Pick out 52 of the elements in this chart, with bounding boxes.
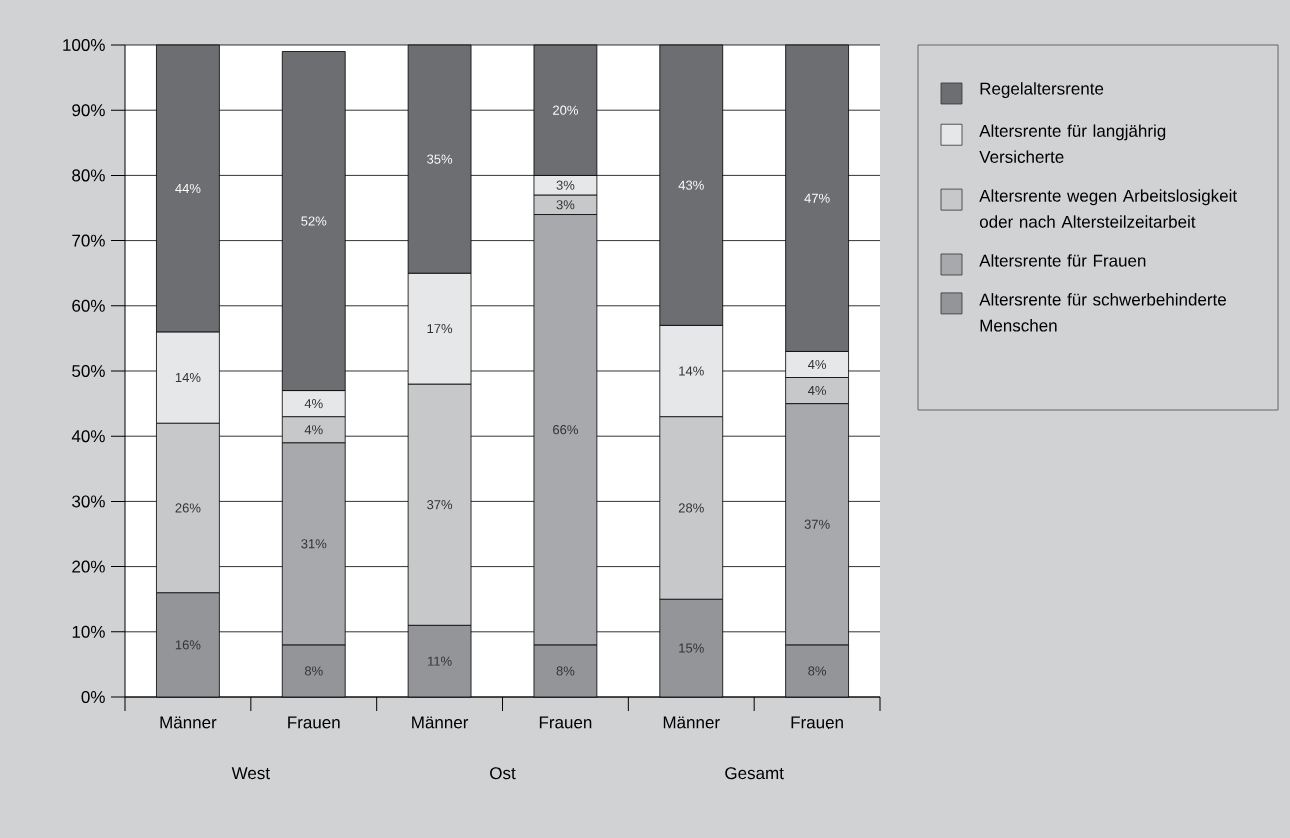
legend-label: Altersrente wegen Arbeitslosigkeit oder nach Altersteilzeitarbeit — [979, 189, 1237, 228]
x-tick-label: Frauen — [791, 716, 843, 729]
data-label: 43% — [678, 180, 704, 190]
data-label: 4% — [808, 386, 827, 396]
data-label: 31% — [301, 539, 327, 549]
legend-label: Altersrente für langjährig Versicherte — [979, 124, 1166, 163]
data-label: 11% — [428, 656, 452, 666]
x-tick-label: Männer — [160, 716, 217, 729]
x-tick-label: Frauen — [539, 716, 592, 729]
legend-label: Altersrente für Frauen — [979, 254, 1146, 267]
data-label: 4% — [304, 425, 323, 435]
legend-label: Regelaltersrente — [980, 82, 1104, 99]
x-tick-label: Männer — [663, 716, 720, 729]
y-tick-label: 80% — [72, 169, 105, 182]
data-label: 17% — [427, 324, 453, 334]
data-label: 35% — [427, 154, 453, 164]
y-tick-label: 40% — [71, 430, 105, 443]
text: West — [231, 767, 270, 780]
data-label: 14% — [679, 366, 704, 376]
x-tick-label: Männer — [412, 716, 469, 729]
data-label: 37% — [427, 500, 453, 510]
y-tick-label: 100% — [63, 38, 105, 52]
legend-label: Altersrente für schwerbehinderte Menschen — [979, 293, 1226, 332]
y-tick-label: 90% — [72, 104, 105, 117]
data-label: 8% — [808, 666, 827, 676]
y-tick-label: 10% — [72, 625, 105, 638]
data-label: 16% — [175, 640, 201, 650]
data-label: 66% — [553, 425, 578, 435]
data-label: 28% — [678, 503, 704, 513]
text: Gesamt — [725, 767, 784, 780]
data-label: 14% — [175, 372, 201, 383]
y-tick-label: 0% — [81, 690, 105, 704]
data-label: 47% — [804, 193, 830, 203]
data-label: 4% — [304, 399, 323, 409]
data-label: 44% — [175, 183, 201, 193]
data-label: 3% — [556, 180, 575, 190]
data-label: 26% — [175, 503, 201, 513]
x-tick-label: Frauen — [288, 716, 340, 729]
data-label: 4% — [808, 359, 827, 370]
data-label: 20% — [553, 105, 578, 115]
data-label: 8% — [556, 666, 575, 676]
data-label: 8% — [304, 666, 323, 676]
data-label: 3% — [556, 200, 575, 210]
text: Ost — [490, 767, 516, 780]
y-tick-label: 50% — [72, 364, 105, 378]
data-label: 52% — [301, 216, 327, 226]
data-label: 15% — [679, 643, 704, 653]
y-tick-label: 30% — [72, 495, 105, 508]
data-label: 37% — [804, 519, 830, 529]
y-tick-label: 70% — [72, 234, 105, 247]
y-tick-label: 20% — [72, 560, 105, 573]
y-tick-label: 60% — [72, 299, 105, 312]
